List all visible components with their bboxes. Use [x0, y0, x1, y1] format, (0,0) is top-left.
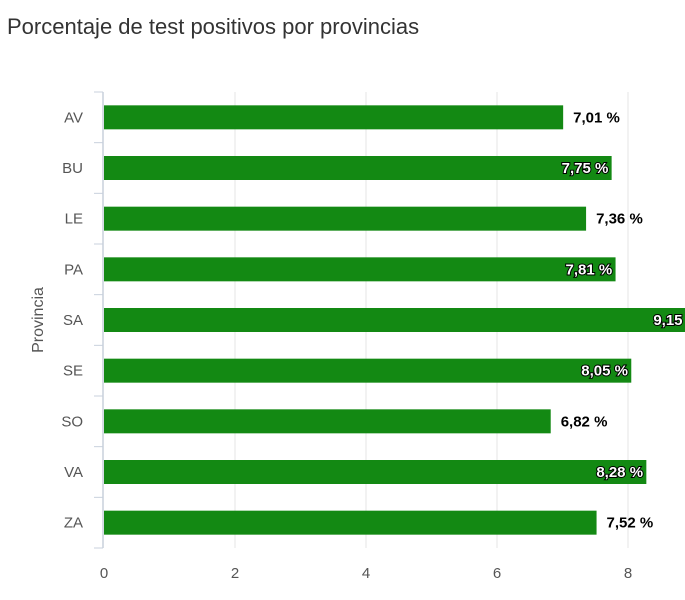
- data-label-PA: 7,81 %: [566, 261, 613, 278]
- data-label-SO: 6,82 %: [561, 413, 608, 430]
- labels: 0 2 4 6 8 AV 7,01 % BU 7,75 % LE 7,36 % PA 7,81 % SA 9…: [30, 109, 685, 582]
- y-axis-title: Provincia: [30, 287, 47, 353]
- axes: [94, 91, 104, 549]
- x-tick-label-8: 8: [624, 565, 632, 582]
- bar-SA: [104, 308, 685, 332]
- category-label-LE: LE: [65, 211, 83, 228]
- category-label-SE: SE: [63, 363, 83, 380]
- bar-ZA: [104, 510, 597, 535]
- bar-LE: [104, 206, 587, 231]
- x-tick-label-6: 6: [493, 565, 501, 582]
- data-label-VA: 8,28 %: [596, 464, 643, 481]
- bar-SE: [104, 358, 632, 383]
- data-label-ZA: 7,52 %: [607, 515, 654, 532]
- data-label-AV: 7,01 %: [573, 109, 620, 126]
- bar-AV: [104, 105, 564, 130]
- data-label-SE: 8,05 %: [581, 363, 628, 380]
- category-label-AV: AV: [64, 109, 83, 126]
- bars: [104, 105, 685, 535]
- bar-BU: [104, 156, 612, 180]
- chart-title: Porcentaje de test positivos por provinc…: [7, 14, 420, 39]
- category-label-PA: PA: [64, 261, 83, 278]
- data-label-SA: 9,15 %: [653, 312, 685, 329]
- bar-SO: [104, 409, 551, 434]
- category-label-BU: BU: [62, 160, 83, 177]
- x-tick-label-0: 0: [100, 565, 108, 582]
- x-tick-label-2: 2: [231, 565, 239, 582]
- x-tick-label-4: 4: [362, 565, 370, 582]
- category-label-VA: VA: [64, 464, 83, 481]
- bar-PA: [104, 257, 616, 282]
- bar-VA: [104, 460, 647, 484]
- category-label-SO: SO: [61, 413, 83, 430]
- data-label-LE: 7,36 %: [596, 211, 643, 228]
- data-label-BU: 7,75 %: [562, 160, 609, 177]
- category-label-SA: SA: [63, 312, 83, 329]
- category-label-ZA: ZA: [64, 515, 83, 532]
